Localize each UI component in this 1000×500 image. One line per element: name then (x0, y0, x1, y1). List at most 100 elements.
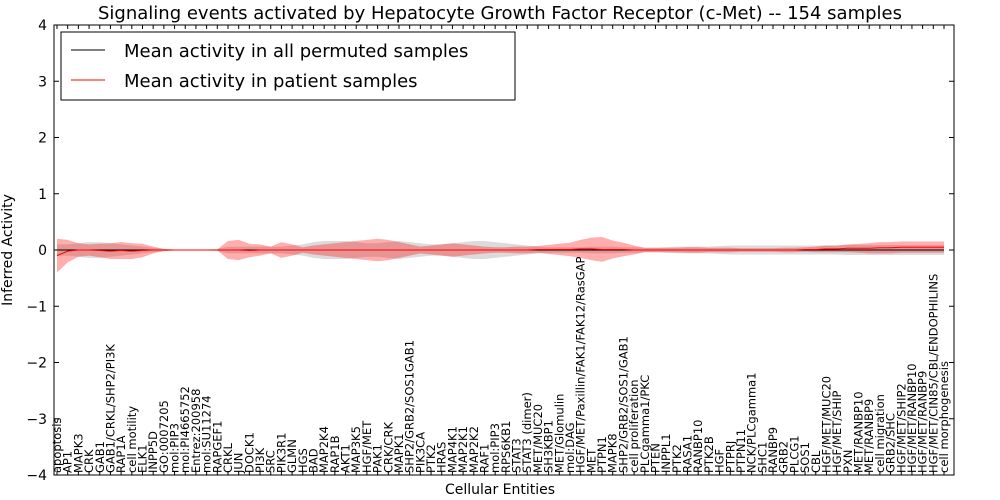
entity-label: AP1 (61, 451, 75, 473)
entity-label: mol:DAG (563, 422, 577, 473)
entity-label: mol:PIP3 (168, 423, 182, 473)
entity-label: GAB1/CRKL/SHP2/PI3K (103, 344, 117, 473)
entity-label: MAP2K2 (467, 426, 481, 473)
entity-label: SOS1 (798, 442, 812, 473)
legend-patient-label: Mean activity in patient samples (124, 71, 418, 92)
entity-label: INPP5D (146, 431, 160, 473)
entity-label: PXN (841, 450, 855, 473)
entity-label: AKT1 (339, 444, 353, 473)
entity-label: Entrez:200958 (189, 389, 203, 473)
entity-label: STAT3 (dimer) (520, 392, 534, 473)
legend-box (60, 31, 516, 101)
ticks-layer: −4 −3 −2 −1 0 1 2 3 4 (26, 18, 954, 484)
entity-label: BAD (306, 448, 320, 473)
entity-label: HGF/MET/SHIP (830, 391, 844, 473)
y-tick-label: 1 (38, 187, 47, 203)
bands-layer (57, 237, 944, 273)
entity-label: MAPK1 (392, 433, 406, 473)
legend: Mean activity in all permuted samples Me… (60, 31, 516, 101)
entity-label: SH3KBP1 (542, 420, 556, 473)
y-tick-label: 4 (38, 18, 47, 34)
entity-label: cell proliferation (627, 379, 641, 473)
entity-label: cell motility (125, 406, 139, 473)
entity-label: NCK/PLCgamma1 (745, 372, 759, 473)
entity-label: HGS (296, 448, 310, 473)
entity-label: GRB2/SHC (884, 413, 898, 473)
entity-label: PTK2 (670, 444, 684, 473)
x-axis-label: Cellular Entities (445, 482, 555, 498)
y-tick-label: −3 (26, 412, 47, 428)
y-tick-label: 3 (38, 74, 47, 90)
entity-label: MAPK3 (71, 433, 85, 473)
entity-label: MAP3K5 (349, 426, 363, 473)
entity-label: PAK1 (371, 444, 385, 473)
entity-label: SHP2/GRB2/SOS1GAB1 (403, 340, 417, 473)
entity-label: SRC (264, 450, 278, 473)
entity-label: PTPN1 (595, 436, 609, 473)
legend-permuted-label: Mean activity in all permuted samples (124, 41, 468, 62)
y-tick-label: −1 (26, 299, 47, 315)
entity-label: PLCgamma1/PKC (638, 375, 652, 473)
entity-label: MET/MUC20 (531, 404, 545, 473)
entity-label: HGF/MET (360, 420, 374, 473)
lines-layer (56, 246, 944, 257)
entity-label: RPS6KB1 (499, 421, 513, 473)
entity-label: PI3K (253, 447, 267, 473)
entity-label: GLMN (285, 439, 299, 473)
entity-label: cell migration (873, 394, 887, 473)
entity-labels: apoptosisAP1MAPK3CRKGAB1GAB1/CRKL/SHP2/P… (50, 256, 951, 474)
entity-label: HGF/MET/Paxillin/FAK1/FAK12/RasGAP (574, 256, 588, 473)
entity-label: DOCK1 (242, 432, 256, 473)
entity-label: mol:PI4665752 (178, 386, 192, 473)
entity-label: cell morphogenesis (937, 361, 951, 473)
entity-label: HGF/MET/RANBP9 (916, 371, 930, 473)
entity-label: apoptosis (50, 418, 64, 473)
entity-label: MET/Glomulin (552, 394, 566, 473)
y-tick-label: −2 (26, 356, 47, 372)
entity-label: MAP2K1 (456, 426, 470, 473)
y-tick-label: −4 (26, 468, 47, 484)
entity-label: RASA1 (681, 435, 695, 473)
entity-label: MET/RANBP9 (862, 399, 876, 473)
entity-label: RAF1 (477, 444, 491, 473)
entity-label: HGF/MET/MUC20 (819, 376, 833, 473)
entity-label: MET/RANBP10 (852, 391, 866, 473)
entity-label: PIK3CA (413, 432, 427, 473)
chart-title: Signaling events activated by Hepatocyte… (98, 3, 902, 24)
entity-label: JUN (232, 453, 246, 474)
entity-label: GRB2 (777, 441, 791, 473)
entity-label: GO:0007205 (157, 400, 171, 473)
y-axis-label: Inferred Activity (0, 194, 16, 306)
entity-label: HGF (713, 449, 727, 473)
entity-label: ELK1 (135, 444, 149, 473)
entity-label: MAPK8 (606, 433, 620, 473)
entity-label: RANBP10 (691, 420, 705, 473)
entity-label: PTK2B (702, 436, 716, 473)
entity-label: MAP4K1 (445, 426, 459, 473)
entity-label: PTPN11 (734, 429, 748, 473)
patient-mean-line (56, 246, 944, 257)
entity-label: CRKL (221, 442, 235, 473)
entity-label: RAP1B (328, 435, 342, 473)
entity-label: HGF/MET/CIN85/CBL/ENDOPHILINS (926, 274, 940, 473)
entity-label: RAP1A (114, 435, 128, 473)
entity-label: mol:SU11274 (200, 395, 214, 473)
entity-label: MET (584, 448, 598, 473)
entity-label: PLCG1 (787, 435, 801, 473)
entity-label: STAT3 (510, 438, 524, 473)
entity-label: PTEN (648, 443, 662, 473)
entity-label: MAP2K4 (317, 426, 331, 473)
entity-label: HRAS (435, 442, 449, 473)
entity-label: SHC1 (755, 442, 769, 473)
y-tick-label: 0 (38, 243, 47, 259)
entity-label: SHP2/GRB2/SOS1/GAB1 (616, 336, 630, 473)
y-tick-label: 2 (38, 131, 47, 147)
entity-label: CBL (809, 450, 823, 473)
entity-label: PIK3R1 (274, 432, 288, 473)
entity-label: RANBP9 (766, 427, 780, 473)
entity-label: HGF/MET/SHIP2 (894, 383, 908, 473)
entity-label: RAPGEF1 (210, 421, 224, 473)
entity-label: CRK/CRK (381, 422, 395, 473)
entity-label: PTPRJ (723, 441, 737, 473)
